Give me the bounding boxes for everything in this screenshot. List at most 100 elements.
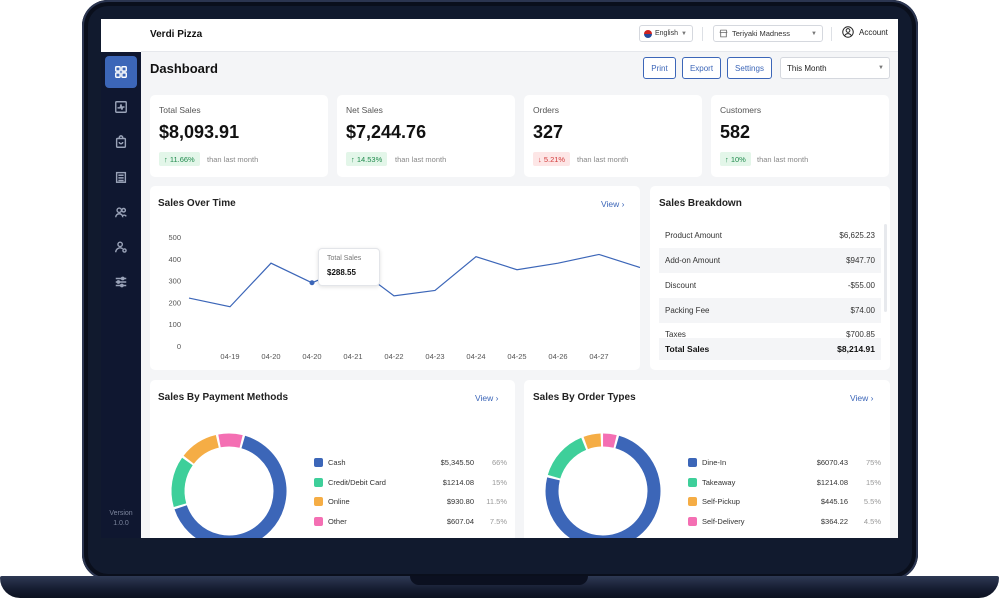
chart-tooltip: Total Sales $288.55 xyxy=(318,248,380,286)
breakdown-label: Product Amount xyxy=(665,231,722,240)
laptop-notch xyxy=(410,576,588,585)
topbar-divider xyxy=(831,27,832,41)
stat-label: Customers xyxy=(720,105,762,115)
store-selector[interactable]: Teriyaki Madness ▼ xyxy=(713,25,823,42)
legend-name: Other xyxy=(328,517,347,526)
sales-breakdown-card: Sales Breakdown Product Amount $6,625.23… xyxy=(650,186,890,370)
order-types-donut-chart xyxy=(545,433,661,538)
breakdown-label: Add-on Amount xyxy=(665,256,721,265)
sales-over-time-card: Sales Over Time View › 0 100 200 300 400 500 0… xyxy=(150,186,640,370)
breakdown-row: Packing Fee $74.00 xyxy=(659,298,881,323)
legend-swatch xyxy=(688,458,697,467)
sales-data-point[interactable] xyxy=(309,280,315,286)
breakdown-value: -$55.00 xyxy=(847,281,875,290)
legend-name: Credit/Debit Card xyxy=(328,478,386,487)
stat-note: than last month xyxy=(395,155,447,164)
stat-note: than last month xyxy=(757,155,809,164)
version-number: 1.0.0 xyxy=(113,520,129,527)
legend-amount: $1214.08 xyxy=(816,478,848,487)
order-types-card: Sales By Order Types View › Dine-In $607… xyxy=(524,380,890,538)
stat-change-badge: ↑ 14.53% xyxy=(346,152,388,166)
y-tick-label: 500 xyxy=(168,233,181,242)
legend-swatch xyxy=(688,478,697,487)
breakdown-scrollbar[interactable] xyxy=(884,224,887,312)
legend-amount: $364.22 xyxy=(820,517,848,526)
topbar-divider xyxy=(702,27,703,41)
legend-name: Online xyxy=(328,497,350,506)
legend-name: Takeaway xyxy=(702,478,736,487)
stat-label: Total Sales xyxy=(159,105,201,115)
export-button[interactable]: Export xyxy=(682,57,721,79)
legend-swatch xyxy=(688,517,697,526)
donut-slice[interactable] xyxy=(171,457,193,507)
stat-change-badge: ↓ 5.21% xyxy=(533,152,571,166)
donut-slice[interactable] xyxy=(183,435,220,464)
sidebar-item-stores[interactable] xyxy=(105,161,137,193)
donut-slice[interactable] xyxy=(583,433,602,450)
account-menu[interactable]: Account xyxy=(842,26,888,38)
legend-swatch xyxy=(314,497,323,506)
donut-slice[interactable] xyxy=(218,433,243,448)
tooltip-label: Total Sales xyxy=(327,255,362,262)
legend-percent: 15% xyxy=(865,478,881,487)
sidebar-item-settings[interactable] xyxy=(105,266,137,298)
language-selector[interactable]: English ▼ xyxy=(639,25,693,42)
period-select[interactable]: This Month ▼ xyxy=(780,57,890,79)
legend-amount: $1214.08 xyxy=(442,478,474,487)
donut-slice[interactable] xyxy=(602,433,617,448)
legend-name: Self-Delivery xyxy=(702,517,745,526)
print-button[interactable]: Print xyxy=(643,57,676,79)
sidebar-logo-area xyxy=(101,19,141,52)
legend-swatch xyxy=(688,497,697,506)
legend-percent: 15% xyxy=(491,478,507,487)
breakdown-row: Discount -$55.00 xyxy=(659,273,881,298)
settings-button[interactable]: Settings xyxy=(727,57,772,79)
store-icon xyxy=(719,29,728,38)
store-value: Teriyaki Madness xyxy=(732,29,790,38)
user-settings-icon xyxy=(115,241,127,253)
chevron-down-icon: ▼ xyxy=(681,30,687,37)
legend-row: Self-Delivery $364.22 4.5% xyxy=(688,515,888,529)
donut-slice[interactable] xyxy=(545,435,661,538)
x-tick-label: 04-21 xyxy=(343,352,362,361)
stat-label: Net Sales xyxy=(346,105,383,115)
x-tick-label: 04-19 xyxy=(220,352,239,361)
chevron-down-icon: ▼ xyxy=(878,65,884,71)
sidebar-item-dashboard[interactable] xyxy=(105,56,137,88)
dashboard-grid-icon xyxy=(115,66,127,78)
legend-swatch xyxy=(314,458,323,467)
card-title: Sales Breakdown xyxy=(659,198,742,209)
x-tick-label: 04-20 xyxy=(261,352,280,361)
sidebar-item-reports[interactable] xyxy=(105,91,137,123)
donut-slice[interactable] xyxy=(547,437,587,479)
sales-over-time-view-link[interactable]: View › xyxy=(601,199,625,209)
y-tick-label: 300 xyxy=(168,277,181,286)
payment-methods-view-link[interactable]: View › xyxy=(475,393,499,403)
legend-percent: 75% xyxy=(865,458,881,467)
order-types-view-link[interactable]: View › xyxy=(850,393,874,403)
legend-row: Self-Pickup $445.16 5.5% xyxy=(688,495,888,509)
legend-swatch xyxy=(314,478,323,487)
stat-label: Orders xyxy=(533,105,559,115)
stat-card-orders: Orders 327 ↓ 5.21% than last month xyxy=(524,95,702,177)
legend-row: Online $930.80 11.5% xyxy=(314,495,514,509)
us-flag-icon xyxy=(644,29,652,38)
x-tick-label: 04-24 xyxy=(466,352,485,361)
stat-note: than last month xyxy=(207,155,259,164)
sales-line-chart: 0 100 200 300 400 500 04-19 04-20 04-20 04-21 04-2… xyxy=(168,233,640,361)
sidebar-item-orders[interactable] xyxy=(105,126,137,158)
x-tick-label: 04-25 xyxy=(507,352,526,361)
legend-swatch xyxy=(314,517,323,526)
legend-percent: 4.5% xyxy=(863,517,881,526)
legend-percent: 11.5% xyxy=(486,497,507,506)
sidebar-item-customers[interactable] xyxy=(105,196,137,228)
y-tick-label: 200 xyxy=(168,298,181,307)
tooltip-value: $288.55 xyxy=(327,268,356,277)
sidebar-item-staff[interactable] xyxy=(105,231,137,263)
breakdown-label: Packing Fee xyxy=(665,306,710,315)
activity-icon xyxy=(115,101,127,113)
sidebar: Version 1.0.0 xyxy=(101,19,141,538)
breakdown-value: $6,625.23 xyxy=(839,231,875,240)
donut-slice[interactable] xyxy=(174,435,287,538)
breakdown-row: Taxes $700.85 xyxy=(659,323,881,338)
